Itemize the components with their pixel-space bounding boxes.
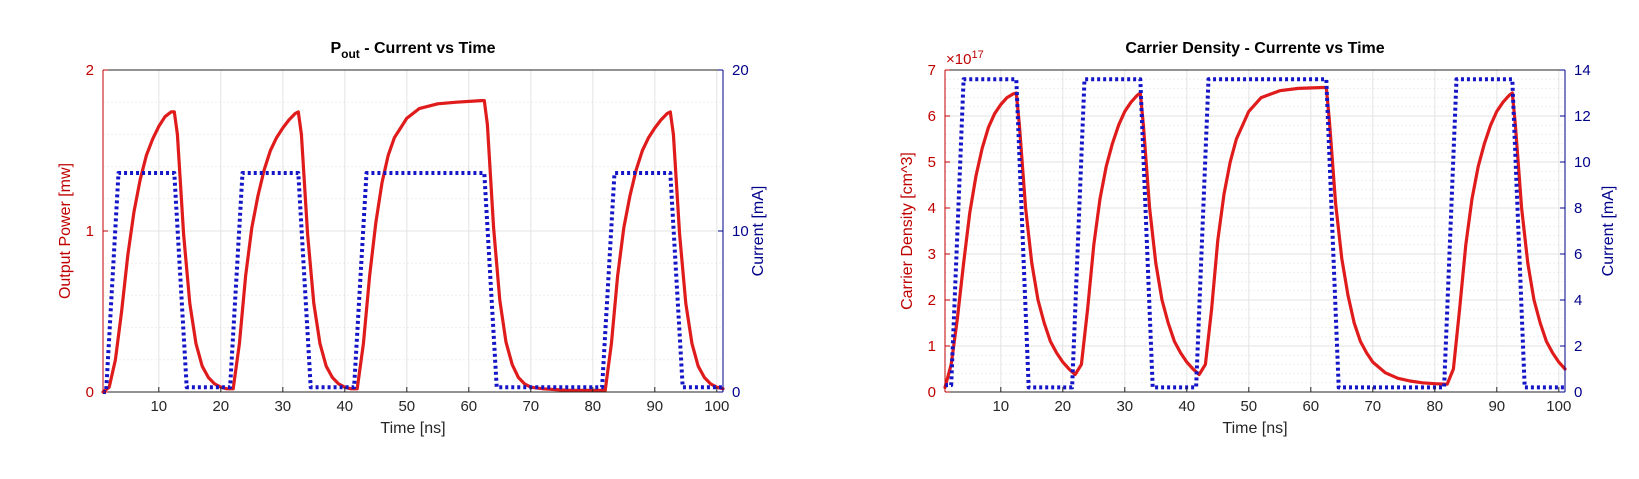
x-tick-label: 80 [1426,398,1443,415]
primary-series-line [943,85,1567,389]
title-subscript: out [341,47,360,61]
y-left-tick-label: 5 [928,154,936,171]
x-tick-label: 40 [336,398,353,415]
primary-series-line [101,99,725,394]
x-tick-label: 30 [1116,398,1133,415]
y-right-tick-label: 2 [1574,338,1582,355]
x-tick-label: 70 [1364,398,1381,415]
exponent-power: 17 [971,49,983,61]
title-rest: - Current vs Time [360,40,496,57]
x-tick-label: 60 [1302,398,1319,415]
title-main: Carrier Density - Currente vs Time [1125,40,1384,57]
y-left-tick-label: 1 [86,223,94,240]
title-main: P [330,40,341,57]
x-tick-label: 30 [274,398,291,415]
chart-title: Carrier Density - Currente vs Time [1125,40,1384,57]
x-tick-label: 100 [704,398,729,415]
y-left-exponent-label: ×1017 [946,49,984,68]
chart-title: Pout - Current vs Time [330,40,495,61]
x-tick-label: 20 [1054,398,1071,415]
current-series-line [103,171,723,394]
y-left-tick-label: 7 [928,62,936,79]
x-tick-label: 50 [398,398,415,415]
y-right-tick-label: 20 [732,62,749,79]
y-right-tick-label: 10 [1574,154,1591,171]
x-tick-label: 90 [646,398,663,415]
y-left-axis-label: Output Power [mw] [57,163,74,299]
current-series-line [945,77,1565,390]
y-left-tick-label: 2 [928,292,936,309]
x-tick-label: 90 [1488,398,1505,415]
y-right-tick-label: 8 [1574,200,1582,217]
y-right-tick-label: 10 [732,223,749,240]
y-right-tick-label: 14 [1574,62,1591,79]
x-tick-label: 70 [522,398,539,415]
y-right-tick-label: 0 [732,384,740,401]
y-left-tick-label: 6 [928,108,936,125]
chart-carrier-density-current-vs-time: 10 20 30 40 50 60 70 80 90 1000123456702468101214… [899,40,1617,437]
exponent-base: ×10 [946,51,971,68]
x-tick-label: 60 [460,398,477,415]
x-tick-label: 100 [1546,398,1571,415]
x-tick-label: 20 [212,398,229,415]
y-right-tick-label: 6 [1574,246,1582,263]
x-axis-label: Time [ns] [380,420,445,437]
x-tick-label: 40 [1178,398,1195,415]
x-tick-label: 10 [150,398,167,415]
y-right-tick-label: 4 [1574,292,1582,309]
y-left-tick-label: 3 [928,246,936,263]
y-left-axis-label: Carrier Density [cm^3] [899,152,916,310]
x-tick-label: 50 [1240,398,1257,415]
y-right-tick-label: 0 [1574,384,1582,401]
y-left-tick-label: 2 [86,62,94,79]
x-tick-label: 10 [992,398,1009,415]
y-left-tick-label: 0 [928,384,936,401]
y-right-axis-label: Current [mA] [750,186,767,277]
y-left-tick-label: 1 [928,338,936,355]
y-left-tick-label: 0 [86,384,94,401]
y-left-tick-label: 4 [928,200,936,217]
plot-area [945,70,1565,392]
x-tick-label: 80 [584,398,601,415]
x-axis-label: Time [ns] [1222,420,1287,437]
y-right-tick-label: 12 [1574,108,1591,125]
y-right-axis-label: Current [mA] [1600,186,1617,277]
